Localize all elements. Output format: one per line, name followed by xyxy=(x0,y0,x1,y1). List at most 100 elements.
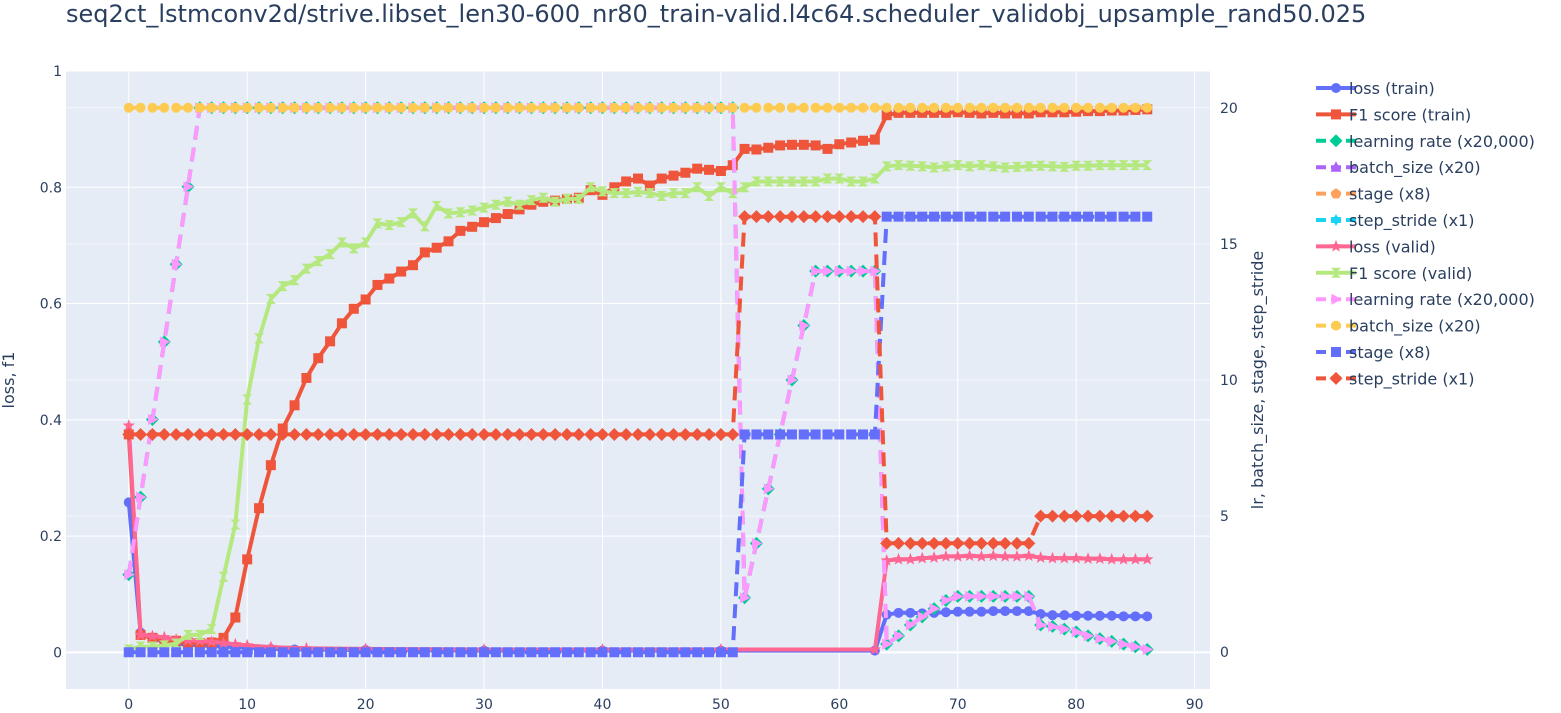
data-point xyxy=(644,647,655,658)
data-point xyxy=(1105,552,1118,565)
data-point xyxy=(643,427,657,441)
data-point xyxy=(479,202,490,213)
legend-item[interactable]: batch_size (x20) xyxy=(1316,158,1481,178)
data-point xyxy=(313,353,324,364)
y-tick-label: 1 xyxy=(53,64,62,80)
data-point xyxy=(1024,590,1035,602)
legend-item[interactable]: F1 score (valid) xyxy=(1316,264,1472,283)
data-point xyxy=(265,102,276,113)
legend-marker xyxy=(1331,109,1341,120)
legend-item[interactable]: step_stride (x1) xyxy=(1316,369,1474,389)
data-point xyxy=(964,107,975,118)
data-point xyxy=(667,427,681,441)
data-point xyxy=(633,647,643,658)
data-point xyxy=(135,102,146,113)
data-point xyxy=(479,647,490,658)
data-point xyxy=(490,647,501,658)
data-point xyxy=(217,427,231,441)
data-point xyxy=(1000,108,1011,119)
legend-item[interactable]: stage (x8) xyxy=(1316,343,1431,362)
y2-axis-label: lr, batch_size, stage, step_stride xyxy=(1248,251,1268,509)
data-point xyxy=(1012,590,1023,602)
data-point xyxy=(360,102,371,113)
y2-tick-label: 0 xyxy=(1220,645,1229,661)
legend-item[interactable]: learning rate (x20,000) xyxy=(1316,290,1535,309)
legend-item[interactable]: F1 score (train) xyxy=(1316,105,1471,124)
data-point xyxy=(229,637,242,650)
data-point xyxy=(254,503,265,514)
data-point xyxy=(264,640,278,653)
data-point xyxy=(123,102,134,113)
data-point xyxy=(692,647,703,658)
y2-tick-label: 15 xyxy=(1220,237,1238,253)
x-tick-label: 80 xyxy=(1067,697,1085,709)
legend[interactable]: loss (train) F1 score (train) learning rat… xyxy=(1316,79,1535,389)
data-point xyxy=(893,211,904,222)
data-point xyxy=(786,139,797,150)
data-point xyxy=(265,293,276,304)
data-point xyxy=(798,429,809,440)
data-point xyxy=(242,554,253,565)
data-point xyxy=(1118,611,1129,622)
data-point xyxy=(595,427,609,441)
y-axis-right: 0 5 10 15 20 xyxy=(1220,101,1238,661)
series-layer xyxy=(122,101,1154,658)
data-point xyxy=(490,102,501,113)
data-point xyxy=(1034,551,1047,563)
data-point xyxy=(715,165,726,176)
data-point xyxy=(230,647,241,658)
data-point xyxy=(348,303,359,314)
data-point xyxy=(301,102,312,113)
data-point xyxy=(396,647,407,658)
data-point xyxy=(988,211,999,222)
data-point xyxy=(430,427,444,441)
data-point xyxy=(396,266,407,277)
data-point xyxy=(905,107,916,118)
data-point xyxy=(881,110,892,121)
legend-item[interactable]: step_stride (x1) xyxy=(1316,211,1474,231)
data-point xyxy=(573,647,584,658)
data-point xyxy=(785,210,799,224)
data-point xyxy=(894,630,905,642)
legend-item[interactable]: learning rate (x20,000) xyxy=(1316,132,1535,151)
data-point xyxy=(822,173,833,184)
data-point xyxy=(882,638,893,650)
data-point xyxy=(502,196,513,207)
legend-item[interactable]: loss (train) xyxy=(1316,79,1435,98)
data-point xyxy=(988,102,999,113)
data-point xyxy=(680,188,691,199)
data-point xyxy=(858,135,869,146)
legend-item[interactable]: batch_size (x20) xyxy=(1316,317,1481,337)
data-point xyxy=(347,427,361,441)
data-point xyxy=(419,247,430,258)
data-point xyxy=(915,536,929,550)
data-point xyxy=(336,102,347,113)
y2-tick-label: 5 xyxy=(1220,509,1229,525)
data-point xyxy=(940,102,951,113)
data-point xyxy=(822,265,834,277)
data-point xyxy=(336,318,347,329)
data-point xyxy=(1094,102,1105,113)
data-point xyxy=(1047,161,1058,172)
data-point xyxy=(715,102,726,113)
data-point xyxy=(1010,536,1024,550)
data-point xyxy=(644,188,655,199)
data-point xyxy=(740,592,751,604)
data-point xyxy=(265,647,276,658)
data-point xyxy=(621,647,632,658)
data-point xyxy=(881,161,892,172)
x-tick-label: 70 xyxy=(949,697,967,709)
legend-marker xyxy=(1331,347,1341,357)
data-point xyxy=(490,213,501,224)
legend-item[interactable]: loss (valid) xyxy=(1316,237,1436,256)
y-tick-label: 0.6 xyxy=(40,297,62,313)
legend-item[interactable]: stage (x8) xyxy=(1316,185,1431,204)
data-point xyxy=(939,536,953,550)
data-point xyxy=(159,336,171,348)
data-point xyxy=(1095,633,1106,645)
data-point xyxy=(1129,552,1142,565)
data-point xyxy=(134,427,148,441)
data-point xyxy=(1094,610,1105,621)
data-point xyxy=(739,182,750,193)
data-point xyxy=(467,205,478,216)
